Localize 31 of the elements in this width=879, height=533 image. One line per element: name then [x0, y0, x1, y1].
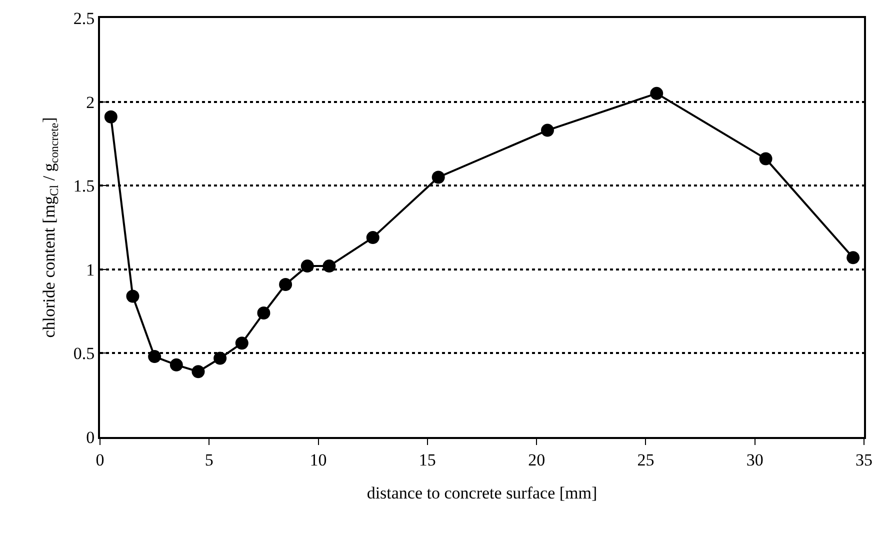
point: [170, 358, 183, 372]
point: [257, 306, 270, 320]
x-tick-label: 25: [637, 450, 654, 470]
point: [432, 170, 445, 184]
y-tick-label: 1.5: [73, 176, 95, 196]
x-tick-label: 20: [528, 450, 546, 470]
point: [148, 350, 162, 364]
point: [366, 231, 380, 244]
point: [759, 152, 772, 166]
x-tick-label: 5: [204, 450, 214, 470]
y-tick-label: 0: [86, 428, 95, 447]
x-tick-label: 35: [856, 450, 872, 470]
x-axis-title: distance to concrete surface [mm]: [366, 483, 598, 502]
point: [279, 278, 292, 291]
point: [540, 124, 554, 137]
y-tick-label: 2.5: [73, 8, 95, 28]
point: [104, 110, 118, 124]
x-tick-label: 10: [310, 450, 327, 470]
x-tick-label: 15: [418, 450, 436, 470]
point: [192, 365, 205, 378]
point: [650, 86, 664, 100]
y-tick-label: 1: [86, 260, 95, 280]
point: [300, 260, 314, 273]
point: [235, 336, 248, 350]
point: [126, 290, 140, 303]
y-tick-label: 0.5: [73, 344, 95, 364]
y-tick-label: 2: [86, 92, 95, 112]
point: [846, 251, 860, 264]
point: [322, 260, 336, 273]
point: [214, 352, 227, 365]
x-tick-label: 30: [746, 450, 764, 470]
